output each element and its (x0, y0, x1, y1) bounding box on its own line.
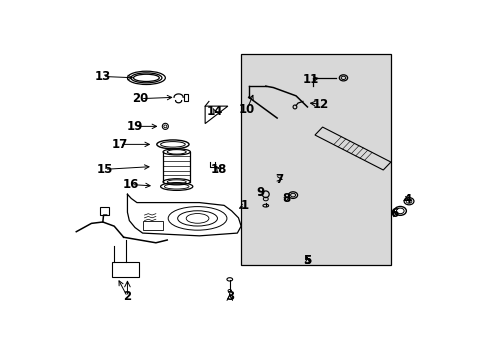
Text: 11: 11 (303, 73, 319, 86)
Text: 14: 14 (206, 105, 223, 118)
Text: 15: 15 (96, 163, 113, 176)
Text: 5: 5 (303, 254, 311, 267)
Text: 6: 6 (390, 207, 398, 220)
Bar (112, 262, 139, 278)
Text: 18: 18 (210, 163, 226, 176)
Text: 10: 10 (238, 103, 254, 116)
Text: 19: 19 (126, 120, 143, 133)
Text: 12: 12 (312, 98, 328, 111)
Text: 16: 16 (123, 178, 139, 191)
Text: 4: 4 (403, 193, 411, 206)
Bar (100, 207, 109, 215)
Text: 8: 8 (282, 192, 290, 205)
Text: 7: 7 (274, 172, 283, 185)
Text: 3: 3 (225, 290, 233, 303)
Bar (183, 94, 188, 100)
Text: 9: 9 (255, 186, 264, 199)
Text: 13: 13 (95, 70, 111, 83)
Bar (241, 54, 390, 265)
Text: 5: 5 (303, 254, 311, 267)
Text: 1: 1 (241, 199, 248, 212)
Bar (142, 221, 163, 230)
Text: 20: 20 (132, 92, 148, 105)
Text: 17: 17 (112, 138, 128, 151)
Text: 2: 2 (123, 290, 131, 303)
